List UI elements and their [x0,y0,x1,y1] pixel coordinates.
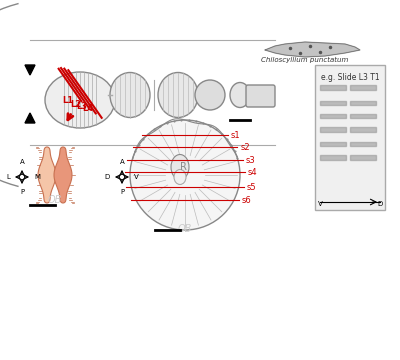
Bar [350,114,376,118]
Text: L: L [6,174,10,180]
Text: L3: L3 [77,102,88,111]
Bar [320,155,346,160]
Text: e.g. Slide L3 T1: e.g. Slide L3 T1 [321,73,379,82]
FancyBboxPatch shape [246,85,275,107]
Ellipse shape [171,154,189,180]
Bar [350,127,376,132]
Polygon shape [38,147,56,203]
Ellipse shape [45,72,115,128]
Text: s6: s6 [242,195,252,204]
Text: D: D [377,201,383,207]
Bar [350,85,376,90]
Bar [320,114,346,118]
Polygon shape [25,65,35,75]
Ellipse shape [230,82,250,108]
Bar [350,155,376,160]
Polygon shape [54,147,72,203]
Text: OB: OB [48,195,62,205]
Text: M: M [34,174,40,180]
Text: A: A [20,159,24,165]
Text: A: A [120,159,124,165]
Text: L1: L1 [62,96,73,105]
Text: V: V [134,174,139,180]
Text: L2: L2 [70,100,81,109]
Ellipse shape [174,170,186,185]
Ellipse shape [110,72,150,117]
Text: L4: L4 [82,104,94,113]
Polygon shape [265,42,360,57]
Text: Chiloscyllium punctatum: Chiloscyllium punctatum [261,57,349,63]
Text: OB: OB [178,224,192,234]
Text: s5: s5 [247,183,256,192]
Polygon shape [25,113,35,123]
Text: D: D [105,174,110,180]
Bar [320,142,346,146]
Ellipse shape [195,80,225,110]
Circle shape [130,120,240,230]
Text: s4: s4 [248,167,258,176]
FancyBboxPatch shape [315,65,385,210]
Bar [320,127,346,132]
Bar [350,142,376,146]
Bar [320,101,346,105]
Text: P: P [120,189,124,195]
Text: P: P [20,189,24,195]
Bar [320,85,346,90]
Text: V: V [318,201,322,207]
Text: s2: s2 [240,143,250,152]
Bar [350,101,376,105]
Text: R: R [180,162,186,172]
Ellipse shape [158,72,198,117]
Text: s1: s1 [231,131,240,140]
Text: s3: s3 [246,156,256,165]
